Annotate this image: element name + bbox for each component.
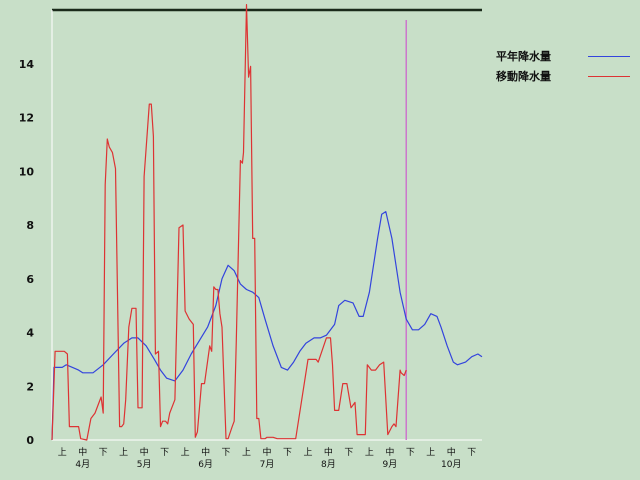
x-tick-label: 中 xyxy=(262,446,271,458)
y-tick-label: 6 xyxy=(26,273,34,286)
x-tick-label: 下 xyxy=(344,448,353,458)
x-tick-label: 下 xyxy=(160,448,169,458)
x-tick-label: 上 xyxy=(303,447,312,458)
x-tick-label: 上 xyxy=(58,447,67,458)
x-tick-label: 中 xyxy=(385,446,394,458)
x-tick-label: 上 xyxy=(365,447,374,458)
series-layer xyxy=(51,3,483,441)
month-label: 6月 xyxy=(198,459,213,470)
x-tick-label: 中 xyxy=(201,446,210,458)
month-label: 8月 xyxy=(321,459,336,470)
x-tick-label: 下 xyxy=(406,448,415,458)
y-tick-label: 14 xyxy=(19,58,35,71)
y-tick-label: 0 xyxy=(26,434,34,447)
legend-item-moving: 移動降水量 xyxy=(496,66,630,86)
x-tick-label: 中 xyxy=(324,446,333,458)
month-label: 10月 xyxy=(441,459,461,470)
month-label: 9月 xyxy=(382,459,397,470)
legend: 平年降水量 移動降水量 xyxy=(496,46,630,86)
y-tick-label: 10 xyxy=(19,165,35,178)
x-tick-label: 中 xyxy=(140,446,149,458)
x-tick-label: 中 xyxy=(447,446,456,458)
month-label: 4月 xyxy=(75,459,90,470)
series-line-moving xyxy=(51,3,407,441)
legend-label-normal: 平年降水量 xyxy=(496,50,551,63)
x-tick-label: 上 xyxy=(181,447,190,458)
y-tick-label: 2 xyxy=(26,380,34,393)
axes xyxy=(51,8,482,441)
x-tick-label: 上 xyxy=(119,447,128,458)
y-tick-label: 8 xyxy=(26,219,34,232)
x-tick-label: 下 xyxy=(467,448,476,458)
legend-line-normal xyxy=(588,55,630,57)
x-tick-label: 下 xyxy=(283,448,292,458)
x-tick-label: 中 xyxy=(78,446,87,458)
legend-line-moving xyxy=(588,75,630,77)
month-label: 5月 xyxy=(137,459,152,470)
y-tick-label: 4 xyxy=(26,327,34,340)
month-label: 7月 xyxy=(260,459,275,470)
x-tick-label: 下 xyxy=(99,448,108,458)
x-tick-label: 上 xyxy=(426,447,435,458)
x-tick-label: 下 xyxy=(222,448,231,458)
legend-item-normal: 平年降水量 xyxy=(496,46,630,66)
legend-label-moving: 移動降水量 xyxy=(496,70,551,83)
x-tick-label: 上 xyxy=(242,447,251,458)
y-tick-label: 12 xyxy=(19,112,34,125)
series-line-normal xyxy=(51,211,483,441)
plot-area xyxy=(52,10,482,440)
tick-labels: 02468101214上中下上中下上中下上中下上中下上中下上中下4月 5月 6月 7月… xyxy=(19,58,477,470)
